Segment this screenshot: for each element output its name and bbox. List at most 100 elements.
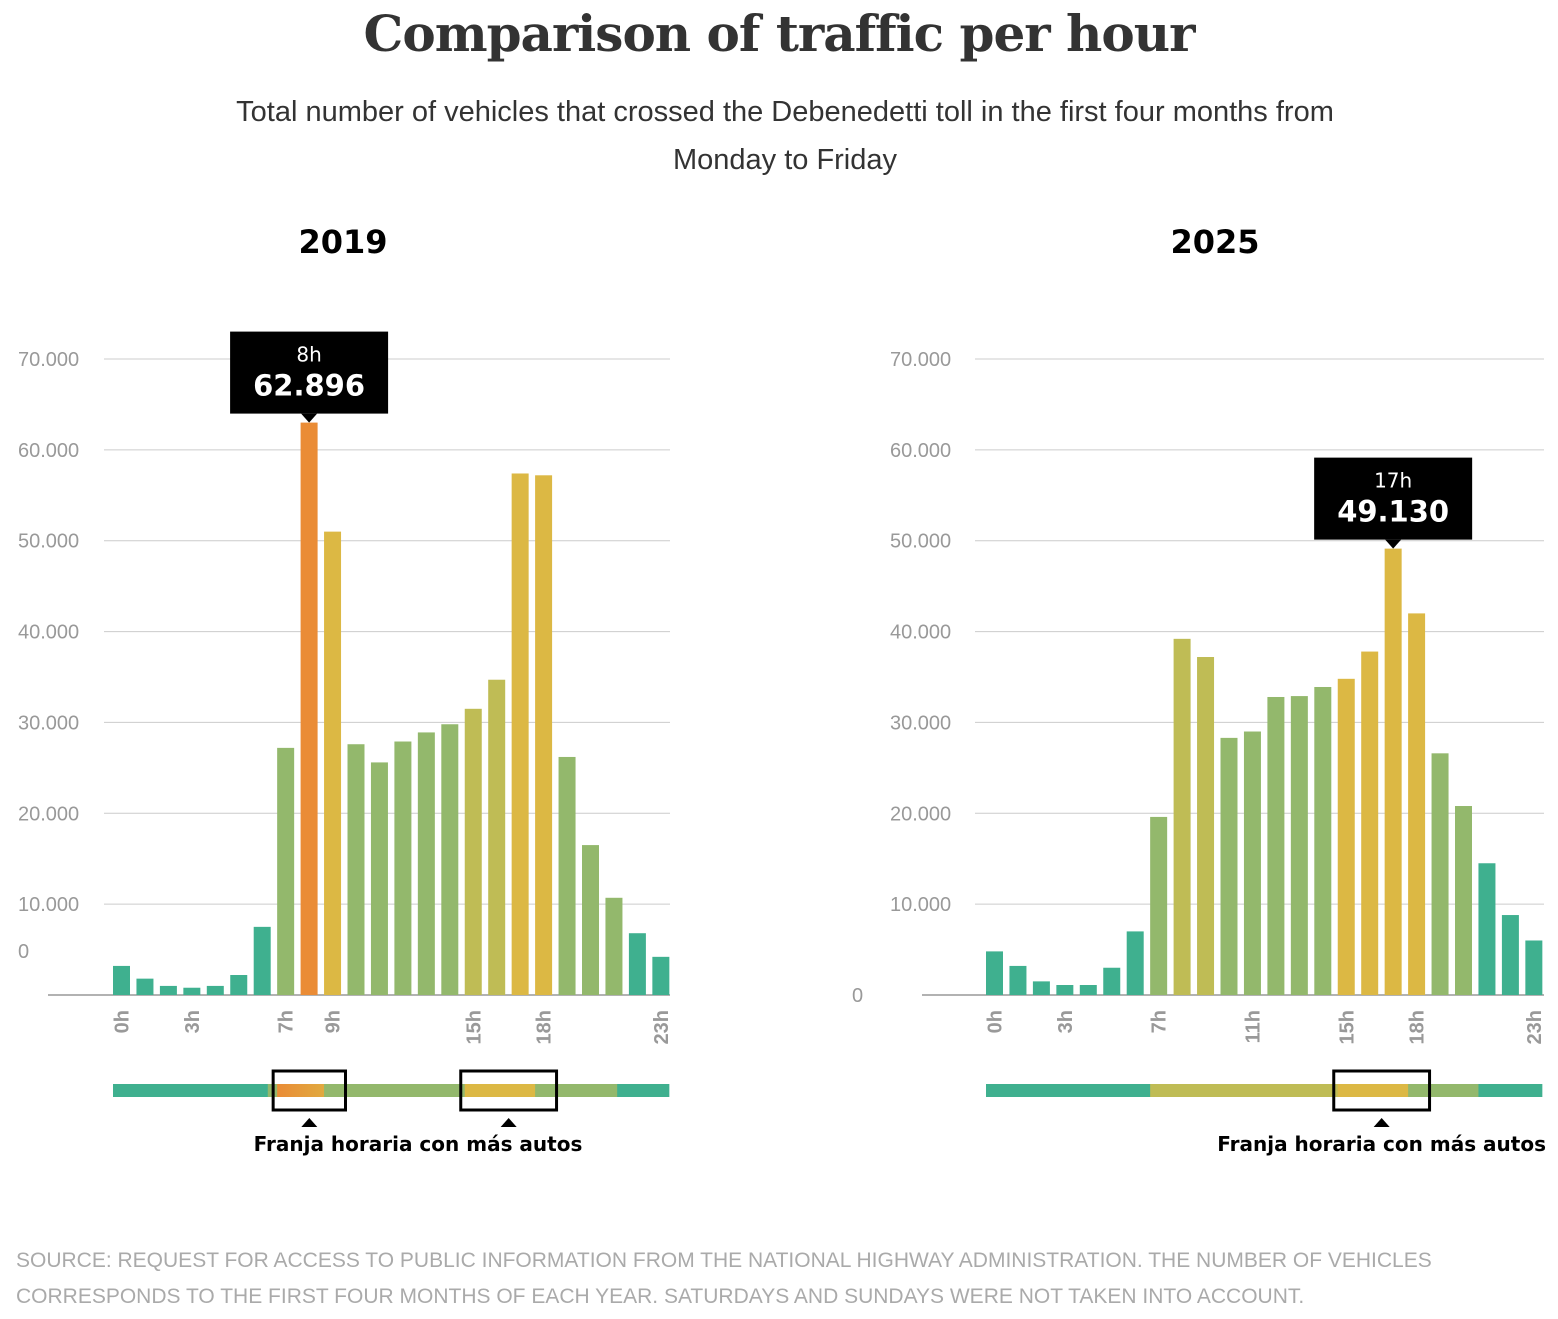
bar-10h[interactable] [1220,737,1238,995]
year-label: 2019 [298,223,387,261]
band-caption: Franja horaria con más autos [254,1132,583,1156]
y-tick-label: 70.000 [890,349,951,371]
source-line-1: SOURCE: REQUEST FOR ACCESS TO PUBLIC INF… [16,1249,1432,1272]
bar-3h[interactable] [1056,985,1074,995]
peak-range-box [271,1069,347,1112]
source-line-2: CORRESPONDS TO THE FIRST FOUR MONTHS OF … [16,1285,1305,1308]
bar-12h[interactable] [394,741,412,995]
chart-subtitle: Total number of vehicles that crossed th… [160,88,1410,184]
bar-15h[interactable] [1337,678,1355,995]
bar-23h[interactable] [652,956,670,995]
bar-0h[interactable] [986,951,1003,995]
bar-11h[interactable] [370,762,388,995]
bar-18h[interactable] [535,475,553,996]
bar-14h[interactable] [1314,686,1332,995]
bar-16h[interactable] [1361,651,1379,995]
x-tick-label: 0h [985,1010,1007,1033]
tooltip-box [230,331,389,414]
bar-11h[interactable] [1243,731,1261,995]
bar-3h[interactable] [183,987,201,995]
bar-6h[interactable] [253,926,271,995]
y-tick-label: 60.000 [890,440,951,462]
x-tick-label: 3h [182,1010,204,1033]
time-band-segment [324,1084,489,1097]
bar-22h[interactable] [1501,915,1519,995]
bar-20h[interactable] [582,845,599,995]
peak-range-pointer [1373,1118,1390,1127]
bar-21h[interactable] [1478,863,1496,995]
bar-8h[interactable] [300,422,318,996]
bar-13h[interactable] [417,732,435,995]
time-band-segment [113,1084,292,1097]
x-tick-label: 23h [651,1010,673,1044]
bar-5h[interactable] [230,975,248,995]
peak-range-box [1332,1069,1432,1112]
bar-8h[interactable] [1173,638,1191,995]
bar-18h[interactable] [1408,613,1426,995]
bar-1h[interactable] [1009,965,1027,995]
bar-5h[interactable] [1103,967,1121,995]
tooltip-value: 62.896 [253,369,365,403]
y-tick-label: 70.000 [18,349,79,371]
bar-9h[interactable] [324,531,342,995]
bar-20h[interactable] [1455,806,1472,995]
x-tick-label: 15h [463,1010,485,1044]
bar-4h[interactable] [206,985,224,995]
time-band-segment [986,1084,1174,1097]
peak-range-box [459,1069,559,1112]
bar-23h[interactable] [1525,940,1543,995]
y-tick-label: 30.000 [890,712,951,734]
chart-title: Comparison of traffic per hour [363,4,1196,63]
x-tick-label: 7h [1149,1010,1171,1033]
y-zero-label: 0 [852,985,863,1007]
x-tick-label: 0h [112,1010,134,1033]
bar-19h[interactable] [1431,753,1449,995]
y-tick-label: 20.000 [890,803,951,825]
y-tick-label: 20.000 [18,803,79,825]
bar-13h[interactable] [1290,696,1308,995]
x-tick-label: 9h [323,1010,345,1033]
bar-16h[interactable] [488,679,506,995]
peak-range-pointer [301,1118,318,1127]
y-tick-label: 50.000 [890,531,951,553]
band-caption: Franja horaria con más autos [1217,1132,1546,1156]
y-tick-label: 40.000 [18,622,79,644]
bar-15h[interactable] [464,708,482,995]
bar-19h[interactable] [558,756,576,995]
bar-6h[interactable] [1126,931,1144,995]
chart-2025: 2025 10.000 20.000 30.000 40.000 50.000 60.000… [852,223,1546,1156]
year-label: 2025 [1170,223,1259,261]
y-tick-label: 60.000 [18,440,79,462]
bar-9h[interactable] [1197,657,1215,995]
bar-12h[interactable] [1267,696,1285,995]
tooltip-box [1314,457,1473,540]
y-tick-label: 50.000 [18,531,79,553]
y-tick-label: 10.000 [18,894,79,916]
tooltip-hour: 17h [1374,469,1412,493]
bar-2h[interactable] [159,985,177,995]
bar-10h[interactable] [347,744,365,995]
bar-17h[interactable] [511,473,529,996]
tooltip-value: 49.130 [1337,495,1449,529]
x-tick-label: 18h [1407,1010,1429,1044]
bar-0h[interactable] [113,965,130,995]
time-band-segment [1478,1084,1543,1097]
y-tick-label: 40.000 [890,622,951,644]
bar-4h[interactable] [1079,985,1097,995]
bar-22h[interactable] [628,933,646,995]
time-band-segment [617,1084,670,1097]
chart-2019: 2019 10.000 20.000 30.000 40.000 50.000 60.000… [18,223,673,1156]
bar-1h[interactable] [136,978,154,995]
bar-7h[interactable] [1150,816,1168,995]
x-tick-label: 15h [1336,1010,1358,1044]
bar-2h[interactable] [1032,981,1050,995]
subtitle-line-2: Monday to Friday [672,144,898,176]
subtitle-line-1: Total number of vehicles that crossed th… [236,96,1334,128]
bar-7h[interactable] [277,747,295,995]
bar-17h[interactable] [1384,548,1402,995]
bar-21h[interactable] [605,897,623,995]
bar-14h[interactable] [441,724,459,995]
